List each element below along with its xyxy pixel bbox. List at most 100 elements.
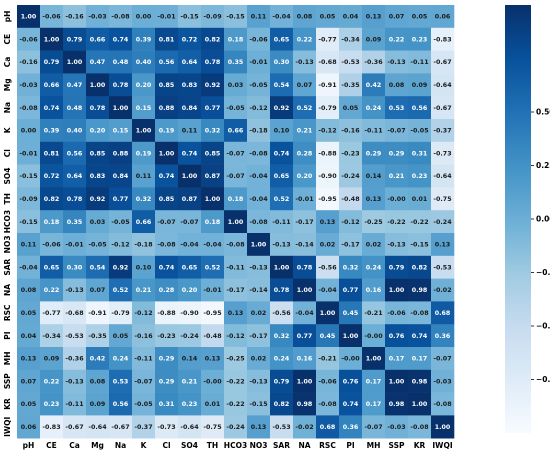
y-tick-label-SSP: SSP — [3, 373, 12, 389]
heatmap-cell-NO3-MH — [362, 233, 386, 257]
cell-value-label: 0.19 — [136, 150, 152, 157]
heatmap-cell-NA-Mg — [86, 278, 110, 302]
cell-value-label: 0.74 — [113, 36, 129, 43]
heatmap-cell-Cl-KR — [408, 141, 432, 165]
cell-value-label: 0.88 — [159, 105, 175, 112]
heatmap-cell-MH-Cl — [155, 347, 179, 371]
heatmap-cell-HCO3-SAR — [270, 210, 294, 234]
cell-value-label: -0.12 — [111, 242, 129, 249]
cell-value-label: -0.00 — [364, 333, 383, 340]
cell-value-label: 0.00 — [21, 128, 37, 135]
heatmap-cell-PI-PI — [339, 324, 363, 348]
cell-value-label: 0.32 — [205, 128, 221, 135]
heatmap-cell-Na-IWQI — [431, 96, 455, 120]
cell-value-label: -0.16 — [134, 333, 153, 340]
cell-value-label: 0.56 — [159, 59, 175, 66]
cell-value-label: -0.64 — [180, 424, 199, 431]
heatmap-cell-SAR-NA — [293, 255, 317, 279]
cell-value-label: -0.07 — [180, 219, 198, 226]
heatmap-cell-RSC-IWQI — [431, 301, 455, 325]
heatmap-cell-KR-pH — [17, 392, 41, 416]
cell-value-label: -0.67 — [433, 105, 451, 112]
cell-value-label: -0.83 — [433, 36, 451, 43]
heatmap-cell-PI-NO3 — [247, 324, 271, 348]
cell-value-label: 1.00 — [90, 82, 106, 89]
x-tick-label-PI: PI — [346, 441, 354, 450]
heatmap-cell-TH-SAR — [270, 187, 294, 211]
cell-value-label: -0.05 — [226, 105, 244, 112]
cell-value-label: 0.39 — [136, 36, 152, 43]
cell-value-label: 0.66 — [44, 82, 60, 89]
cell-value-label: -0.22 — [226, 401, 244, 408]
cell-value-label: 0.09 — [412, 82, 428, 89]
heatmap-cell-SSP-PI — [339, 369, 363, 393]
cell-value-label: 0.01 — [412, 196, 428, 203]
y-tick-label-NO3: NO3 — [3, 235, 12, 253]
heatmap-cell-Na-TH — [201, 96, 225, 120]
heatmap-cell-TH-NA — [293, 187, 317, 211]
cell-value-label: -0.06 — [19, 36, 38, 43]
cell-value-label: 0.78 — [90, 105, 106, 112]
heatmap-cell-PI-pH — [17, 324, 41, 348]
heatmap-cell-NA-pH — [17, 278, 41, 302]
cell-value-label: -0.25 — [364, 219, 382, 226]
x-tick-label-SAR: SAR — [273, 441, 290, 450]
cell-value-label: 0.83 — [90, 173, 106, 180]
heatmap-cell-MH-KR — [408, 347, 432, 371]
cell-value-label: -0.15 — [410, 242, 428, 249]
heatmap-cell-K-IWQI — [431, 119, 455, 143]
cell-value-label: 0.09 — [90, 401, 106, 408]
heatmap-cell-CE-CE — [40, 27, 64, 51]
heatmap-cell-NA-NA — [293, 278, 317, 302]
heatmap-cell-IWQI-IWQI — [431, 415, 455, 439]
heatmap-cell-Mg-SAR — [270, 73, 294, 97]
cell-value-label: -0.07 — [134, 378, 152, 385]
heatmap-cell-NA-TH — [201, 278, 225, 302]
cell-value-label: 0.01 — [205, 401, 221, 408]
cell-value-label: 1.00 — [389, 378, 405, 385]
heatmap-cell-PI-RSC — [316, 324, 340, 348]
heatmap-cell-MH-CE — [40, 347, 64, 371]
heatmap-cell-NO3-NA — [293, 233, 317, 257]
heatmap-cell-Na-KR — [408, 96, 432, 120]
heatmap-cell-SO4-Na — [109, 164, 133, 188]
heatmap-cell-KR-Ca — [63, 392, 87, 416]
cell-value-label: 0.42 — [366, 82, 382, 89]
x-tick-label-K: K — [141, 441, 148, 450]
cell-value-label: 0.79 — [274, 378, 290, 385]
heatmap-cell-SSP-HCO3 — [224, 369, 248, 393]
cell-value-label: 0.13 — [435, 242, 451, 249]
heatmap-cell-SSP-NA — [293, 369, 317, 393]
cell-value-label: -0.53 — [65, 333, 83, 340]
heatmap-cell-Na-SAR — [270, 96, 294, 120]
x-tick-label-CE: CE — [46, 441, 57, 450]
cell-value-label: 0.21 — [389, 173, 405, 180]
heatmap-cell-Cl-HCO3 — [224, 141, 248, 165]
cell-value-label: -0.04 — [249, 196, 268, 203]
heatmap-cell-SSP-MH — [362, 369, 386, 393]
x-tick-label-KR: KR — [414, 441, 426, 450]
heatmap-cell-Na-MH — [362, 96, 386, 120]
cell-value-label: 0.82 — [44, 196, 60, 203]
cell-value-label: -0.75 — [203, 424, 221, 431]
cell-value-label: -0.04 — [318, 287, 337, 294]
cell-value-label: -0.06 — [387, 310, 406, 317]
cell-value-label: -0.13 — [65, 378, 83, 385]
cell-value-label: -0.03 — [387, 424, 405, 431]
heatmap-cell-pH-SAR — [270, 5, 294, 29]
cell-value-label: 0.98 — [412, 287, 428, 294]
heatmap-cell-Na-Cl — [155, 96, 179, 120]
heatmap-cell-MH-SAR — [270, 347, 294, 371]
heatmap-cell-KR-Na — [109, 392, 133, 416]
cell-value-label: 0.64 — [182, 59, 198, 66]
cell-value-label: 0.56 — [113, 401, 129, 408]
heatmap-cell-TH-Na — [109, 187, 133, 211]
cell-value-label: 0.13 — [320, 219, 336, 226]
cell-value-label: -0.17 — [295, 219, 313, 226]
cell-value-label: 0.85 — [205, 150, 221, 157]
heatmap-cell-CE-SSP — [385, 27, 409, 51]
cell-value-label: 0.13 — [205, 356, 221, 363]
heatmap-cell-TH-Ca — [63, 187, 87, 211]
cell-value-label: -0.04 — [180, 242, 199, 249]
heatmap-cell-pH-PI — [339, 5, 363, 29]
